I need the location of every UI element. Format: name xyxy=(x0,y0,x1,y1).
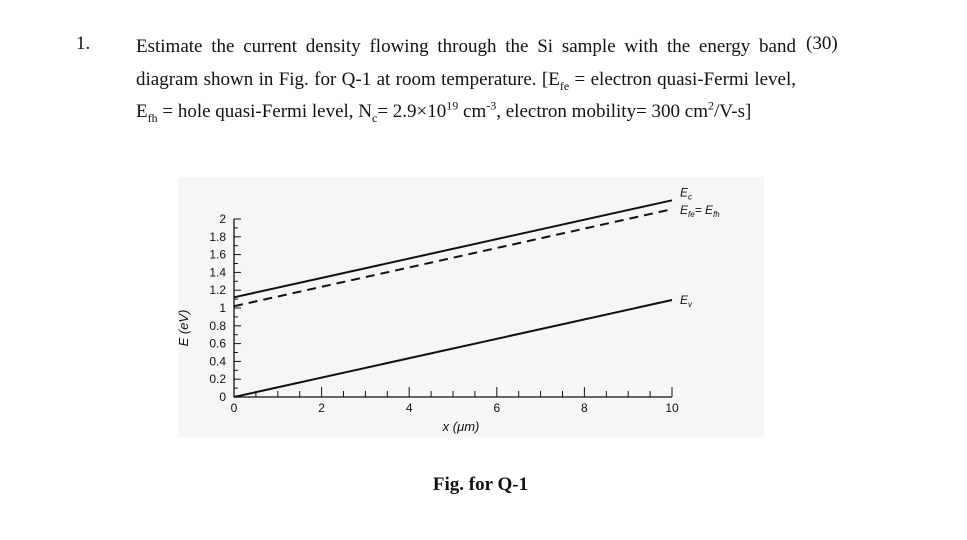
y-tick-label: 1.2 xyxy=(209,283,226,297)
sub-c: c xyxy=(372,110,378,125)
y-axis-label: E (eV) xyxy=(176,310,191,347)
sup-19: 19 xyxy=(446,98,459,113)
quasi-fermi-label: Efe= Efh xyxy=(680,203,720,219)
y-tick-label: 1.6 xyxy=(209,248,226,262)
text-part-3: = hole quasi-Fermi level, N xyxy=(157,101,372,122)
sub-fh: fh xyxy=(147,110,158,125)
sub-fe: fe xyxy=(559,78,570,93)
ev-label: Ev xyxy=(680,293,693,309)
ev-band-line xyxy=(233,299,673,398)
x-tick-label: 10 xyxy=(665,401,679,415)
y-tick-label: 0.8 xyxy=(209,319,226,333)
question-number: 1. xyxy=(76,33,91,54)
y-tick-label: 0.2 xyxy=(209,372,226,386)
band-diagram-chart: 0 0.2 0.4 0.6 0.8 1 1.2 1.4 1.6 1.8 2 0 2 4 6 8 10 x (μm)… xyxy=(176,177,764,437)
y-tick-label: 0.6 xyxy=(209,337,226,351)
text-part-5: cm xyxy=(458,101,487,122)
x-tick-label: 2 xyxy=(318,401,325,415)
text-part-7: /V-s] xyxy=(714,101,752,122)
y-tick-label: 1.4 xyxy=(209,265,226,279)
ec-label: Ec xyxy=(680,185,692,201)
text-part-2: = electron quasi-Fermi level, E xyxy=(136,68,796,123)
text-part-6: , electron mobility= 300 cm xyxy=(496,101,708,122)
question-points: (30) xyxy=(806,33,838,54)
figure-caption: Fig. for Q-1 xyxy=(0,474,967,496)
x-tick-label: 6 xyxy=(493,401,500,415)
text-part-4: = 2.9×10 xyxy=(377,101,447,122)
band-diagram-figure: 0 0.2 0.4 0.6 0.8 1 1.2 1.4 1.6 1.8 2 0 2 4 6 8 10 x (μm)… xyxy=(170,175,770,450)
question-text: Estimate the current density flowing thr… xyxy=(136,31,796,129)
caption-text: Fig. for Q-1 xyxy=(432,474,529,495)
sup-2: 2 xyxy=(708,98,714,113)
y-tick-label: 2 xyxy=(219,212,226,226)
x-axis-label: x (μm) xyxy=(442,419,480,434)
y-tick-label: 0.4 xyxy=(209,354,226,368)
y-tick-label: 1 xyxy=(219,301,226,315)
sup-minus-3: -3 xyxy=(486,98,497,113)
ec-band-line xyxy=(233,199,673,299)
y-tick-label: 0 xyxy=(219,390,226,404)
x-tick-label: 0 xyxy=(231,401,238,415)
y-tick-label: 1.8 xyxy=(209,230,226,244)
x-tick-label: 8 xyxy=(581,401,588,415)
text-part-1: Estimate the current density flowing thr… xyxy=(136,36,796,90)
figure-background xyxy=(178,177,764,437)
x-tick-label: 4 xyxy=(406,401,413,415)
